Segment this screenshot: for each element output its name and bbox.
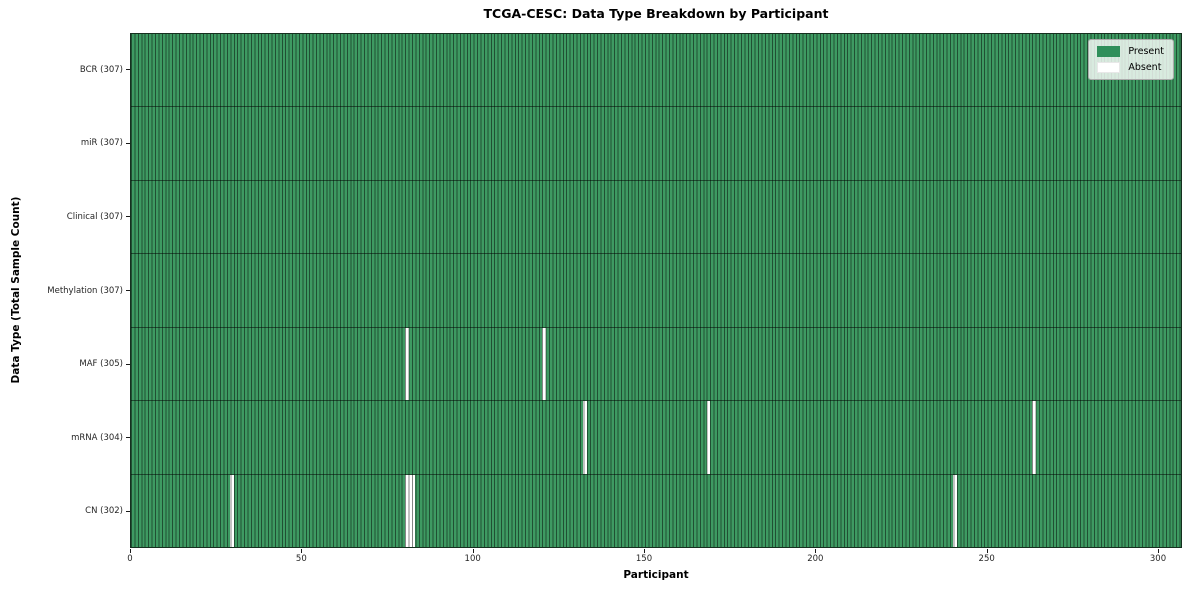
- x-tick-label: 0: [127, 554, 133, 564]
- x-tick-label: 250: [978, 554, 995, 564]
- legend-label-absent: Absent: [1128, 62, 1162, 73]
- y-tick-label: miR (307): [80, 138, 123, 149]
- y-tick-mark: [126, 437, 130, 439]
- heatmap-row-clinical: [131, 180, 1181, 255]
- x-tick-mark: [986, 549, 988, 553]
- y-tick-mark: [126, 69, 130, 71]
- legend-label-present: Present: [1128, 46, 1164, 57]
- x-tick-mark: [472, 549, 474, 553]
- heatmap-row-cn: [131, 474, 1181, 547]
- heatmap-row-bcr: [131, 34, 1181, 108]
- y-tick-mark: [126, 510, 130, 512]
- chart-title: TCGA-CESC: Data Type Breakdown by Partic…: [483, 6, 829, 21]
- absent-bar: [405, 474, 409, 547]
- y-tick-label: BCR (307): [79, 64, 123, 75]
- heatmap: [131, 34, 1181, 547]
- x-axis-tick-marks: [130, 549, 1182, 553]
- absent-bar: [405, 327, 409, 401]
- x-tick-mark: [815, 549, 817, 553]
- x-axis-tick-labels: 0 50 100 150 200 250 300: [127, 554, 1182, 566]
- y-tick-label: CN (302): [85, 506, 123, 517]
- absent-bar: [230, 474, 234, 547]
- absent-bar: [542, 327, 546, 401]
- heatmap-row-mrna: [131, 401, 1181, 475]
- legend-swatch-absent: [1097, 62, 1121, 73]
- y-tick-label: Clinical (307): [66, 211, 123, 222]
- x-axis-label: Participant: [623, 569, 689, 581]
- y-tick-mark: [126, 290, 130, 291]
- absent-bar: [408, 474, 412, 547]
- plot-area: Present Absent: [130, 33, 1182, 548]
- absent-bar: [953, 474, 957, 547]
- y-tick-label: MAF (305): [79, 359, 123, 370]
- x-tick-mark: [301, 549, 303, 553]
- y-tick-label: Methylation (307): [47, 285, 123, 296]
- legend-swatch-present: [1097, 46, 1121, 57]
- absent-bar: [583, 401, 587, 474]
- y-tick-mark: [126, 363, 130, 365]
- legend-item-absent: Absent: [1097, 62, 1164, 73]
- heatmap-row-mir: [131, 107, 1181, 181]
- y-tick-mark: [126, 216, 130, 218]
- heatmap-row-methylation: [131, 254, 1181, 328]
- x-tick-label: 100: [464, 554, 481, 564]
- x-tick-mark: [1158, 549, 1159, 553]
- y-tick-mark: [126, 142, 130, 144]
- x-tick-mark: [644, 549, 645, 553]
- x-tick-label: 50: [295, 554, 307, 564]
- x-tick-label: 150: [635, 554, 653, 564]
- y-axis-tick-marks: [126, 33, 130, 548]
- x-tick-label: 200: [807, 554, 824, 564]
- legend: Present Absent: [1088, 39, 1174, 80]
- heatmap-row-maf: [131, 327, 1181, 402]
- absent-bar: [706, 401, 711, 474]
- x-tick-label: 300: [1149, 554, 1167, 564]
- y-tick-label: mRNA (304): [71, 432, 123, 443]
- legend-item-present: Present: [1097, 46, 1164, 57]
- y-axis-tick-labels: BCR (307) miR (307) Clinical (307) Methylat…: [0, 33, 123, 548]
- x-tick-mark: [130, 549, 131, 553]
- absent-bar: [411, 474, 416, 547]
- absent-bar: [1032, 401, 1036, 474]
